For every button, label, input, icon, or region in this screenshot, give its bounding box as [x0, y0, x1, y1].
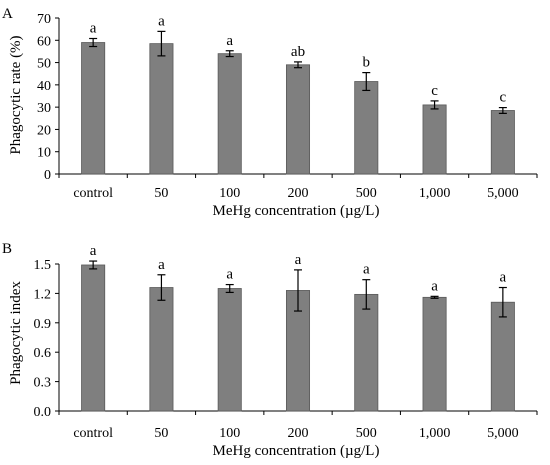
panel-b-bar: [149, 287, 174, 412]
panel-b-y-tick-label: 1.2: [34, 287, 52, 302]
panel-a-x-tick-label: 200: [288, 186, 309, 201]
panel-a-significance-letter: a: [90, 21, 97, 37]
panel-a-significance-letter: a: [158, 13, 165, 29]
panel-b-significance-letter: a: [90, 243, 97, 259]
panel-a-y-tick-label: 70: [37, 12, 51, 27]
panel-b-y-axis-label: Phagocytic index: [8, 281, 24, 385]
panel-a-y-tick-label: 30: [37, 101, 51, 116]
panel-b-bar: [490, 301, 515, 412]
panel-a-bar: [285, 64, 311, 175]
panel-a-significance-letter: c: [500, 90, 507, 106]
panel-a-bar: [217, 53, 242, 175]
panel-b-x-tick-label: 100: [219, 426, 240, 441]
panel-a-y-tick-label: 10: [37, 146, 51, 161]
panel-a-x-tick-label: 500: [356, 186, 377, 201]
panel-b-x-axis-label: MeHg concentration (µg/L): [213, 443, 380, 459]
panel-a-significance-letter: c: [431, 83, 438, 99]
panel-a-significance-letter: ab: [291, 44, 305, 60]
panel-b-y-tick-label: 0.3: [34, 376, 52, 391]
panel-b-significance-letter: a: [295, 252, 302, 268]
panel-a-x-tick-label: 100: [219, 186, 240, 201]
panel-b-x-tick-label: 50: [154, 426, 168, 441]
panel-a-y-tick-label: 20: [37, 123, 51, 138]
panel-b-x-tick-label: 1,000: [419, 426, 451, 441]
panel-b-x-tick-label: 500: [356, 426, 377, 441]
panel-a-significance-letter: a: [226, 33, 233, 49]
panel-b-y-tick-label: 0.9: [34, 317, 52, 332]
panel-b-significance-letter: a: [363, 262, 370, 278]
panel-b-significance-letter: a: [500, 270, 507, 286]
panel-a-significance-letter: b: [363, 55, 371, 71]
panel-b-y-tick-label: 0.6: [34, 346, 52, 361]
panel-a-x-axis-label: MeHg concentration (µg/L): [213, 203, 380, 219]
panel-b-y-tick-label: 1.5: [34, 258, 52, 273]
panel-b-label: B: [2, 241, 12, 257]
panel-b-chart: B Phagocytic index MeHg concentration (µ…: [2, 241, 538, 459]
panel-b-x-tick-label: 5,000: [487, 426, 519, 441]
panel-b-significance-letter: a: [226, 267, 233, 283]
panel-a-bar: [149, 43, 174, 175]
panel-b-bar: [81, 264, 106, 412]
panel-b-y-tick-label: 0.0: [34, 405, 52, 420]
panel-b-bar: [422, 296, 447, 412]
panel-a-bar: [81, 42, 106, 175]
panel-b-x-tick-label: control: [73, 426, 113, 441]
panel-b-bar: [354, 293, 379, 412]
panel-a-x-tick-label: 1,000: [419, 186, 451, 201]
panel-a-y-tick-label: 50: [37, 57, 51, 72]
panel-a-marks: 0 10 20 30 40 50 60 70 a control a 50 a 100 ab 200 b 500 c…: [37, 12, 538, 201]
panel-a-chart: A Phagocytic rate (%) MeHg concentration…: [2, 6, 538, 219]
panel-b-significance-letter: a: [158, 257, 165, 273]
panel-b-significance-letter: a: [431, 278, 438, 294]
panel-a-x-tick-label: control: [73, 186, 113, 201]
panel-a-label: A: [2, 6, 13, 22]
panel-b-marks: 0.0 0.3 0.6 0.9 1.2 1.5 a control a 50 a 100 a 200 a 50…: [34, 243, 538, 441]
panel-a-bar: [422, 104, 447, 175]
panel-a-bar: [354, 81, 379, 175]
panel-a-y-axis-label: Phagocytic rate (%): [8, 35, 24, 154]
panel-a-y-tick-label: 40: [37, 79, 51, 94]
panel-a-x-tick-label: 5,000: [487, 186, 519, 201]
panel-b-x-tick-label: 200: [288, 426, 309, 441]
panel-a-y-tick-label: 60: [37, 34, 51, 49]
panel-a-x-tick-label: 50: [154, 186, 168, 201]
panel-a-y-tick-label: 0: [44, 168, 51, 183]
panel-b-bar: [217, 288, 242, 412]
panel-a-bar: [490, 110, 515, 175]
